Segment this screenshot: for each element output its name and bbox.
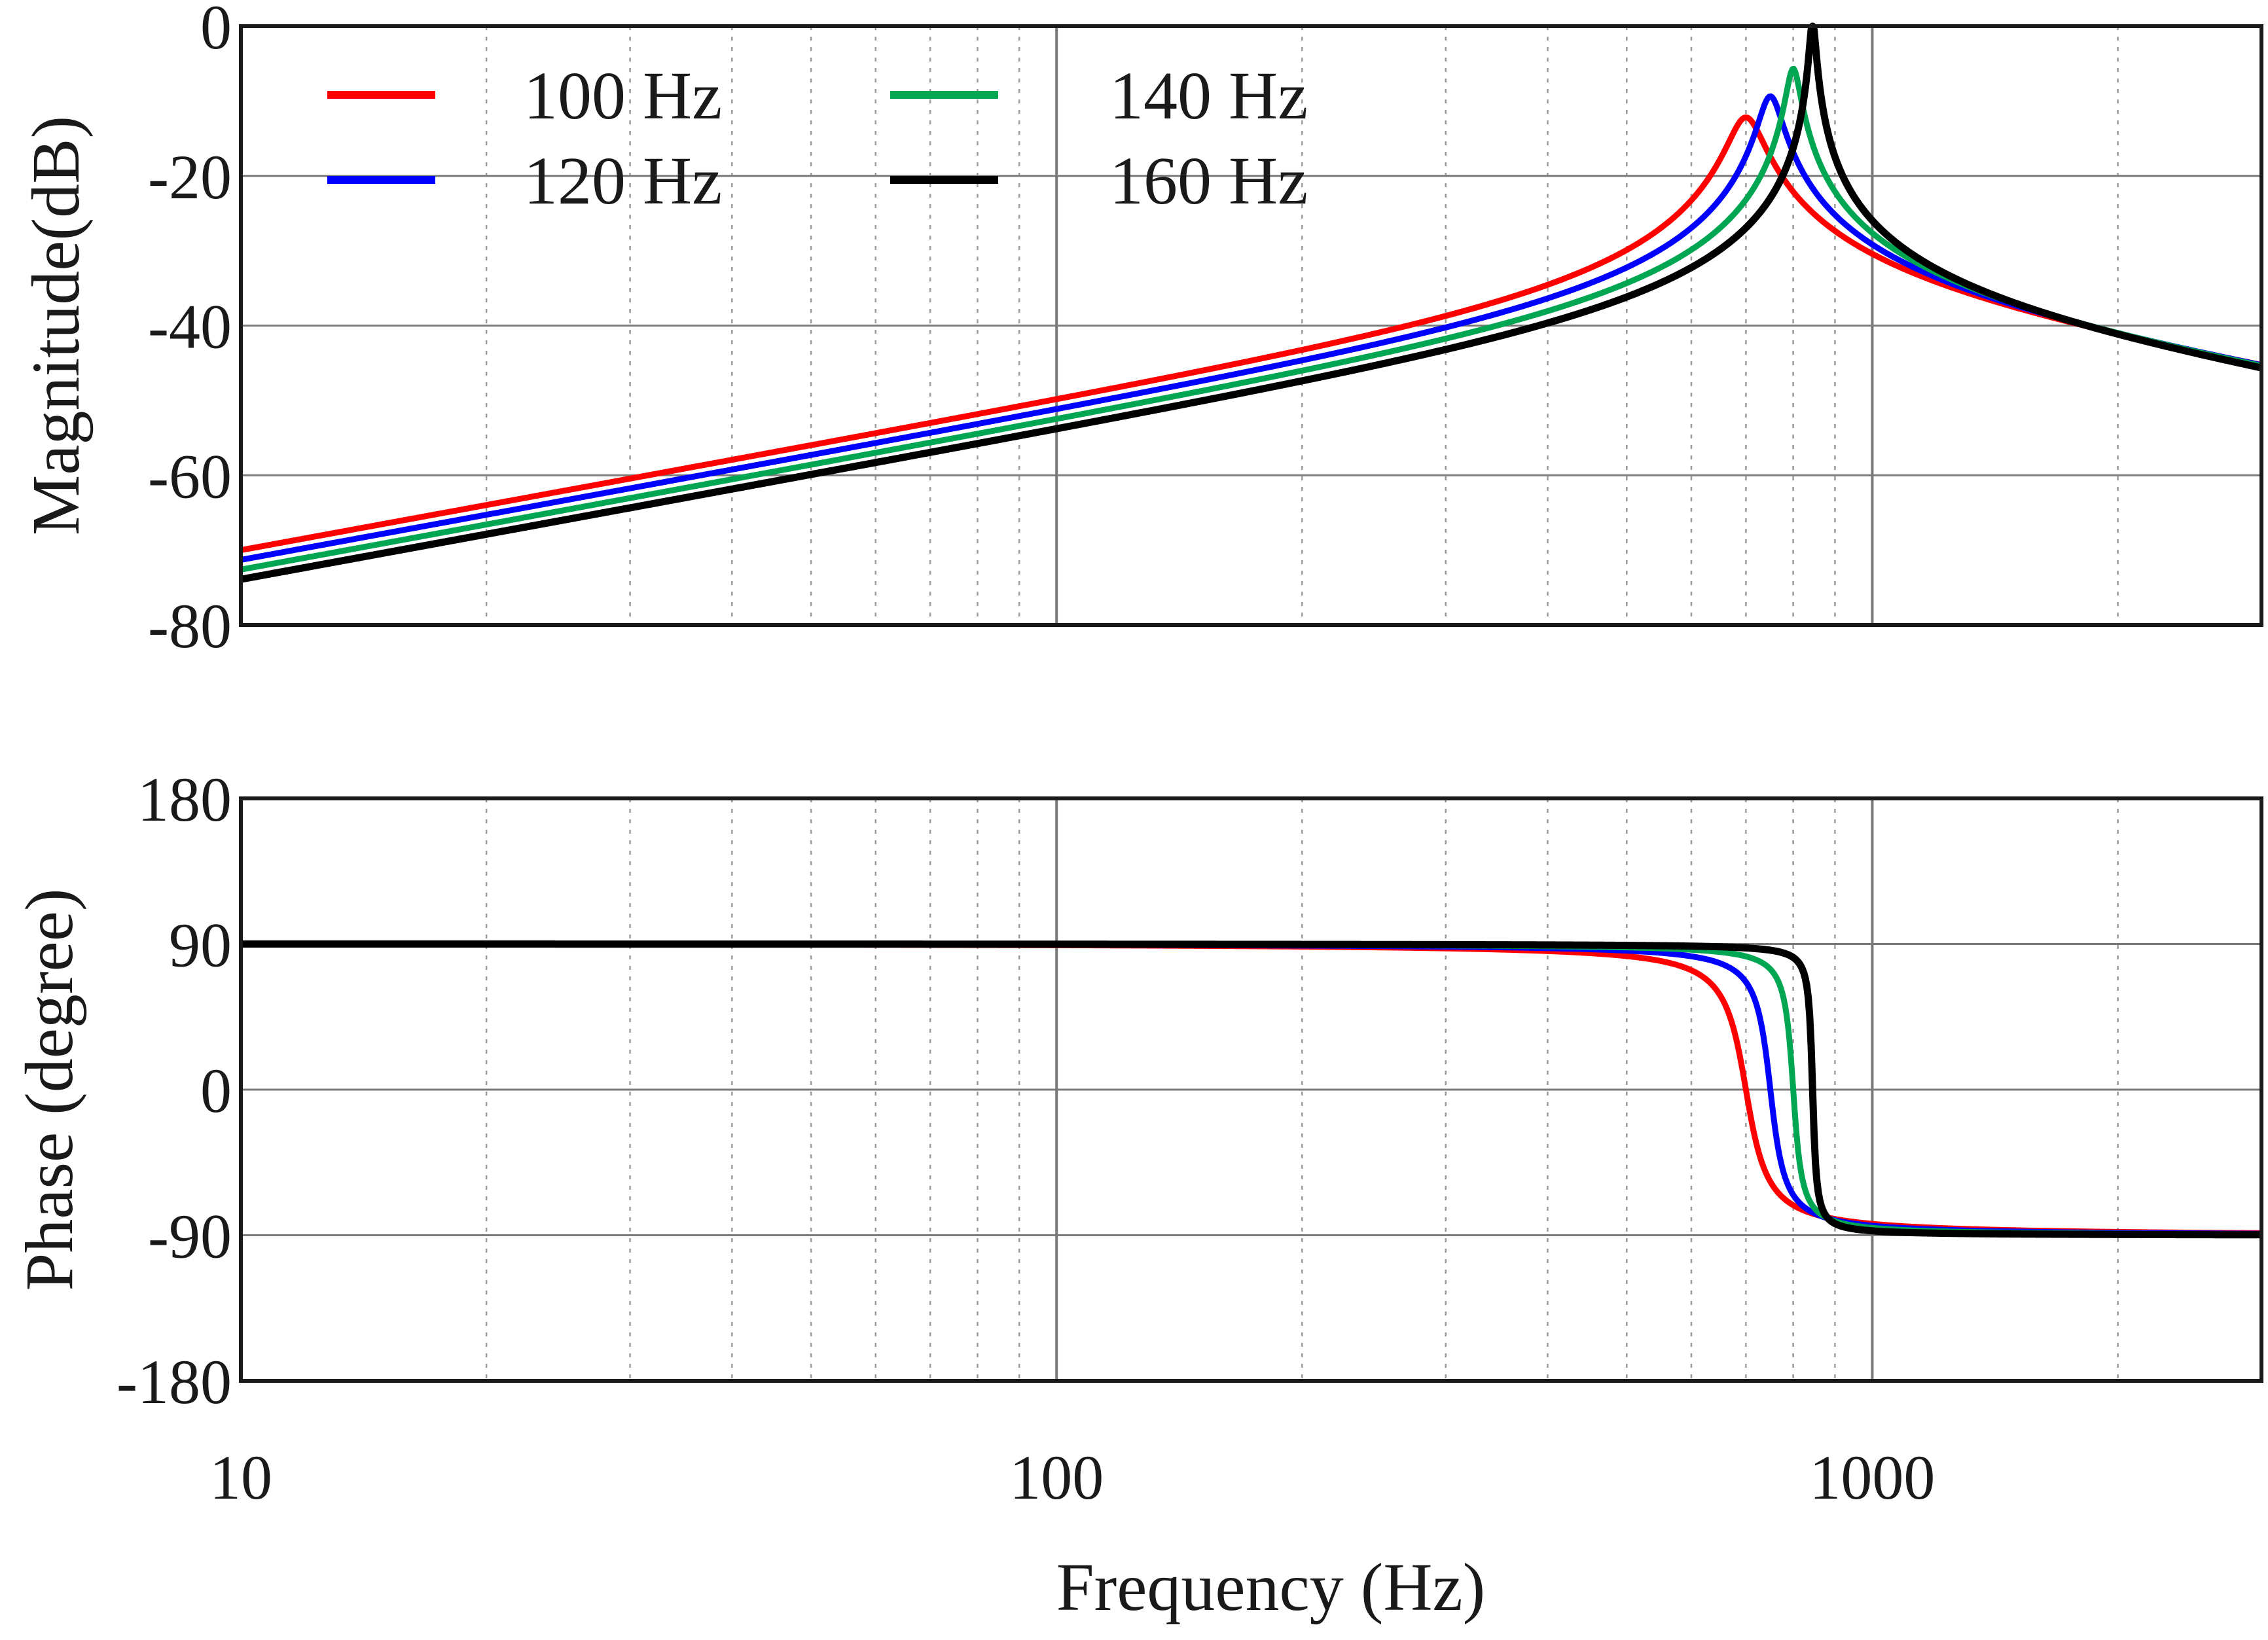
phase-y-tick-label: -180 <box>117 1347 232 1417</box>
magnitude-y-axis-title: Magnitude(dB) <box>18 116 94 535</box>
x-axis-title: Frequency (Hz) <box>1056 1550 1485 1625</box>
phase-y-tick-label: -90 <box>148 1202 232 1272</box>
phase-y-ticks: 180 90 0 -90 -180 <box>117 764 232 1417</box>
phase-panel: 180 90 0 -90 -180 10 100 1000 Phase (degree) F… <box>12 764 2264 1625</box>
magnitude-series <box>238 22 2264 583</box>
legend-label-140-hz: 140 Hz <box>1109 58 1308 134</box>
magnitude-y-tick-label: -80 <box>148 591 232 661</box>
magnitude-y-ticks: 0 -20 -40 -60 -80 <box>148 0 232 661</box>
magnitude-series-120-hz <box>239 93 2263 563</box>
legend-label-120-hz: 120 Hz <box>524 143 722 219</box>
phase-grid <box>241 797 2263 1382</box>
phase-y-tick-label: 90 <box>169 910 232 980</box>
magnitude-series-160-hz <box>238 22 2264 583</box>
magnitude-y-tick-label: -40 <box>148 292 232 362</box>
legend: 100 Hz 120 Hz 140 Hz 160 Hz <box>327 58 1308 219</box>
magnitude-y-tick-label: -20 <box>148 142 232 212</box>
x-tick-label: 10 <box>209 1442 272 1512</box>
magnitude-y-tick-label: -60 <box>148 441 232 511</box>
phase-y-tick-label: 0 <box>200 1056 232 1126</box>
magnitude-frame <box>239 24 2263 627</box>
phase-series-160-hz <box>238 940 2264 1239</box>
magnitude-y-tick-label: 0 <box>200 0 232 62</box>
phase-frame <box>239 796 2263 1383</box>
legend-label-100-hz: 100 Hz <box>524 58 722 134</box>
magnitude-series-100-hz <box>239 114 2263 554</box>
phase-series <box>238 940 2264 1239</box>
magnitude-series-140-hz <box>239 65 2263 573</box>
phase-y-axis-title: Phase (degree) <box>12 888 87 1291</box>
legend-label-160-hz: 160 Hz <box>1109 143 1308 219</box>
phase-y-tick-label: 180 <box>137 764 232 834</box>
x-tick-label: 100 <box>1009 1442 1104 1512</box>
magnitude-panel: 0 -20 -40 -60 -80 Magnitude(dB) 100 Hz 120 Hz… <box>18 0 2264 661</box>
phase-x-ticks: 10 100 1000 <box>209 1442 1935 1512</box>
x-tick-label: 1000 <box>1809 1442 1935 1512</box>
